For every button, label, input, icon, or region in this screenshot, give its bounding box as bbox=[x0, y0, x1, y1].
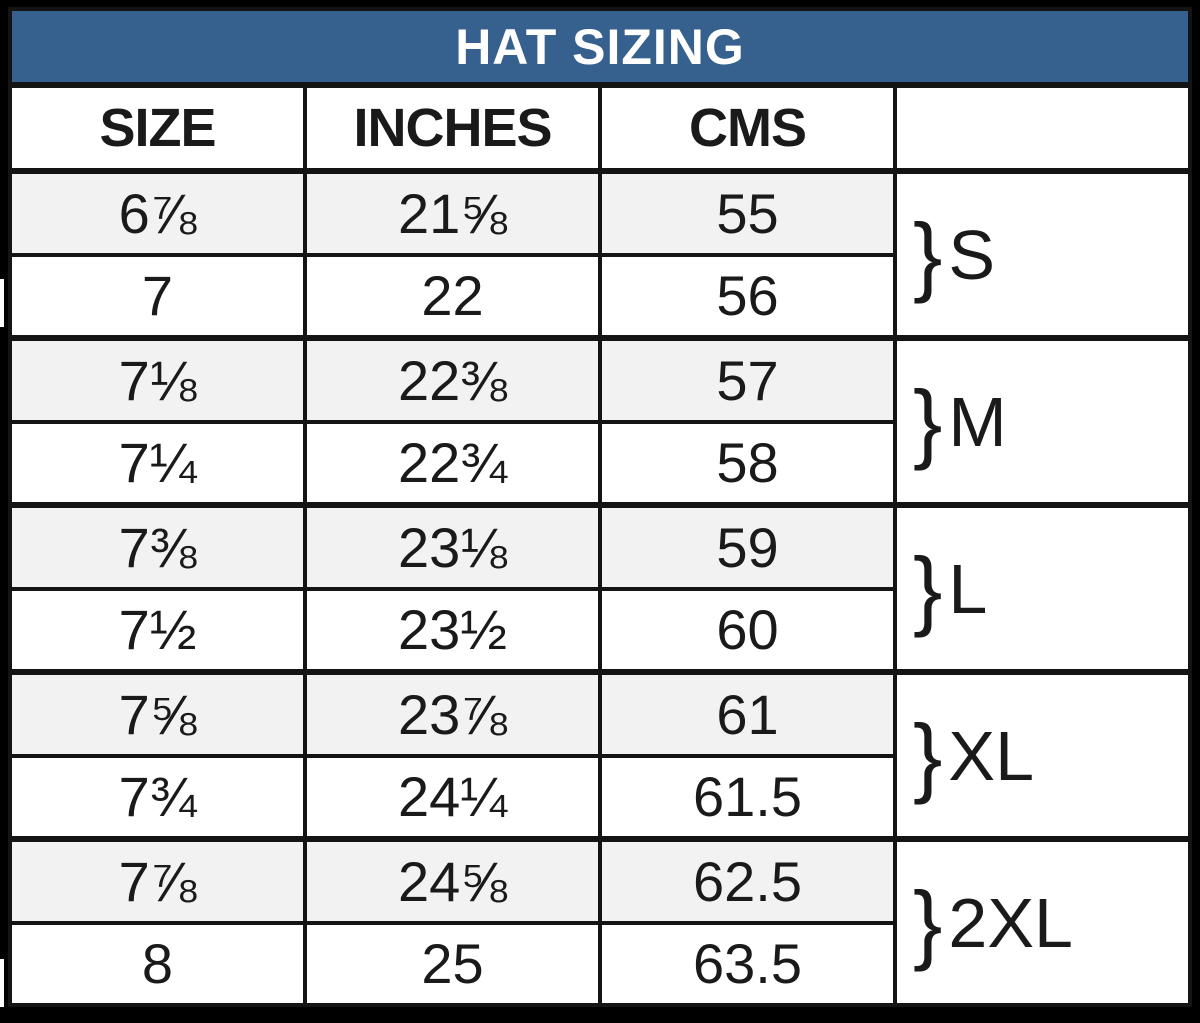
brace-glyph: } bbox=[913, 371, 949, 471]
group-label-text: S bbox=[948, 215, 996, 294]
column-header-group-empty bbox=[893, 83, 1192, 173]
column-header-cms: CMS bbox=[598, 83, 897, 173]
size-cell: 7½ bbox=[8, 586, 307, 675]
group-label-l: }L bbox=[893, 502, 1192, 675]
table-row: 7⅛ 22⅜ 57 }M bbox=[8, 335, 1192, 508]
cms-cell: 56 bbox=[598, 252, 897, 341]
header-row: SIZE INCHES CMS bbox=[8, 83, 1192, 173]
cms-cell: 60 bbox=[598, 586, 897, 675]
size-cell: 7 bbox=[8, 252, 307, 341]
group-label-text: 2XL bbox=[948, 883, 1073, 962]
inches-cell: 22 bbox=[303, 252, 602, 341]
size-cell: 7⅜ bbox=[8, 502, 307, 591]
inches-cell: 22⅜ bbox=[303, 335, 602, 424]
inches-cell: 25 bbox=[303, 920, 602, 1008]
size-cell: 7⅛ bbox=[8, 335, 307, 424]
table-row: 7¼ 22¾ 58 bbox=[8, 419, 1190, 508]
inches-cell: 24¼ bbox=[303, 753, 602, 842]
group-label-text: XL bbox=[948, 716, 1035, 795]
size-cell: 8 bbox=[8, 920, 307, 1008]
table-row: 7⅝ 23⅞ 61 }XL bbox=[8, 669, 1192, 842]
table-row: 7⅞ 24⅝ 62.5 }2XL bbox=[8, 836, 1192, 1007]
cms-cell: 59 bbox=[598, 502, 897, 591]
left-edge-notch bbox=[0, 279, 4, 327]
cms-cell: 61 bbox=[598, 669, 897, 758]
inches-cell: 23½ bbox=[303, 586, 602, 675]
table-row: 7 22 56 bbox=[8, 252, 1190, 341]
title-row: HAT SIZING bbox=[8, 7, 1192, 88]
size-cell: 7¾ bbox=[8, 753, 307, 842]
group-label-xl: }XL bbox=[893, 669, 1192, 842]
group-label-m: }M bbox=[893, 335, 1192, 508]
group-label-s: }S bbox=[893, 167, 1192, 341]
brace-glyph: } bbox=[913, 204, 949, 304]
table-row: 7½ 23½ 60 bbox=[8, 586, 1190, 675]
cms-cell: 63.5 bbox=[598, 920, 897, 1008]
size-cell: 7⅞ bbox=[8, 836, 307, 925]
brace-glyph: } bbox=[913, 705, 949, 805]
inches-cell: 22¾ bbox=[303, 419, 602, 508]
brace-glyph: } bbox=[913, 538, 949, 638]
table-row: 7¾ 24¼ 61.5 bbox=[8, 753, 1190, 842]
inches-cell: 24⅝ bbox=[303, 836, 602, 925]
brace-glyph: } bbox=[913, 872, 949, 972]
group-label-text: L bbox=[948, 549, 988, 628]
cms-cell: 58 bbox=[598, 419, 897, 508]
cms-cell: 62.5 bbox=[598, 836, 897, 925]
size-cell: 7⅝ bbox=[8, 669, 307, 758]
inches-cell: 21⅝ bbox=[303, 168, 602, 257]
inches-cell: 23⅛ bbox=[303, 502, 602, 591]
left-edge-notch bbox=[0, 959, 4, 1007]
inches-cell: 23⅞ bbox=[303, 669, 602, 758]
size-cell: 7¼ bbox=[8, 419, 307, 508]
column-header-size: SIZE bbox=[8, 83, 307, 173]
table-row: 8 25 63.5 bbox=[8, 920, 1190, 1008]
group-label-text: M bbox=[948, 382, 1007, 461]
cms-cell: 57 bbox=[598, 335, 897, 424]
size-cell: 6⅞ bbox=[8, 168, 307, 257]
group-label-2xl: }2XL bbox=[893, 836, 1192, 1007]
cms-cell: 55 bbox=[598, 168, 897, 257]
table-row: 7⅜ 23⅛ 59 }L bbox=[8, 502, 1192, 675]
hat-sizing-table: HAT SIZING SIZE INCHES CMS 6⅞ 21⅝ 55 }S … bbox=[8, 7, 1192, 1008]
column-header-inches: INCHES bbox=[303, 83, 602, 173]
table-row: 6⅞ 21⅝ 55 }S bbox=[8, 167, 1192, 341]
cms-cell: 61.5 bbox=[598, 753, 897, 842]
table-title: HAT SIZING bbox=[8, 7, 1192, 88]
